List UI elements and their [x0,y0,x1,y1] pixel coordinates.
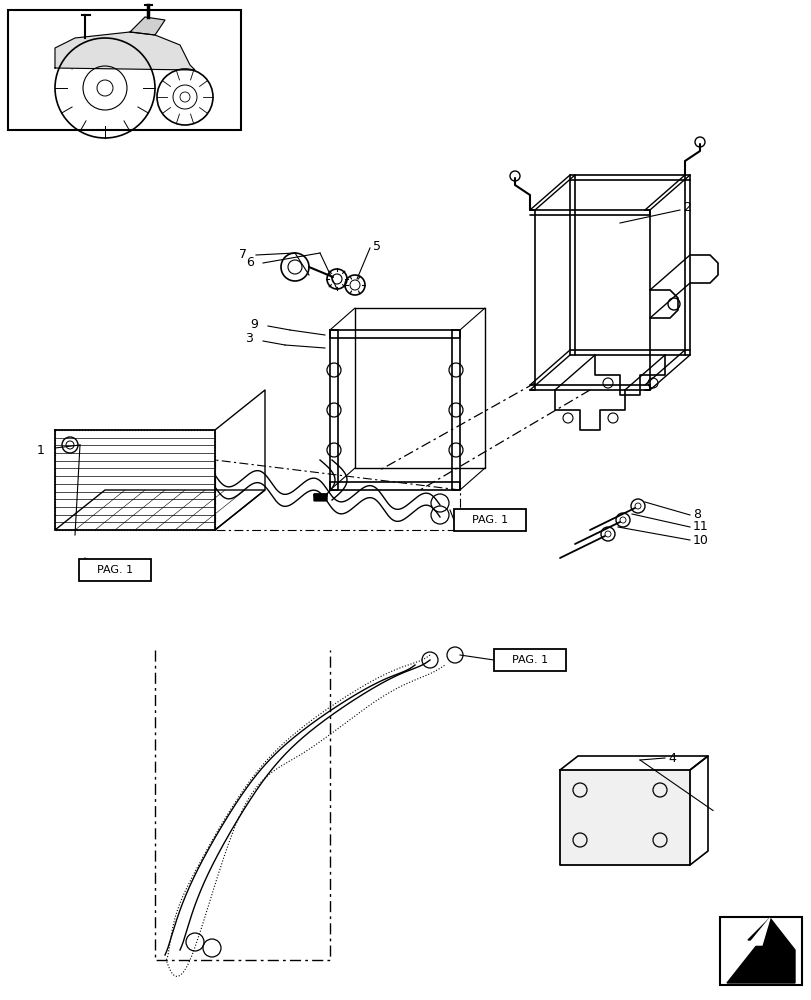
Polygon shape [560,770,689,865]
Text: 4: 4 [667,752,675,764]
Polygon shape [55,32,195,70]
Text: PAG. 1: PAG. 1 [471,515,508,525]
Text: 6: 6 [246,256,254,269]
Text: 7: 7 [238,248,247,261]
Text: 5: 5 [372,240,380,253]
Bar [493,649,565,671]
Text: 11: 11 [692,520,708,534]
Text: 2: 2 [682,201,690,214]
Text: 3: 3 [245,332,253,346]
Text: 9: 9 [250,318,258,330]
Bar [79,559,151,581]
Text: PAG. 1: PAG. 1 [97,565,133,575]
Bar [719,917,801,985]
Text: PAG. 1: PAG. 1 [511,655,547,665]
Bar [453,509,526,531]
Bar [8,10,241,130]
Polygon shape [726,918,794,983]
Text: 1: 1 [37,444,45,456]
Text: 10: 10 [692,534,708,548]
Polygon shape [130,17,165,35]
Polygon shape [747,918,769,945]
Text: 8: 8 [692,508,700,520]
